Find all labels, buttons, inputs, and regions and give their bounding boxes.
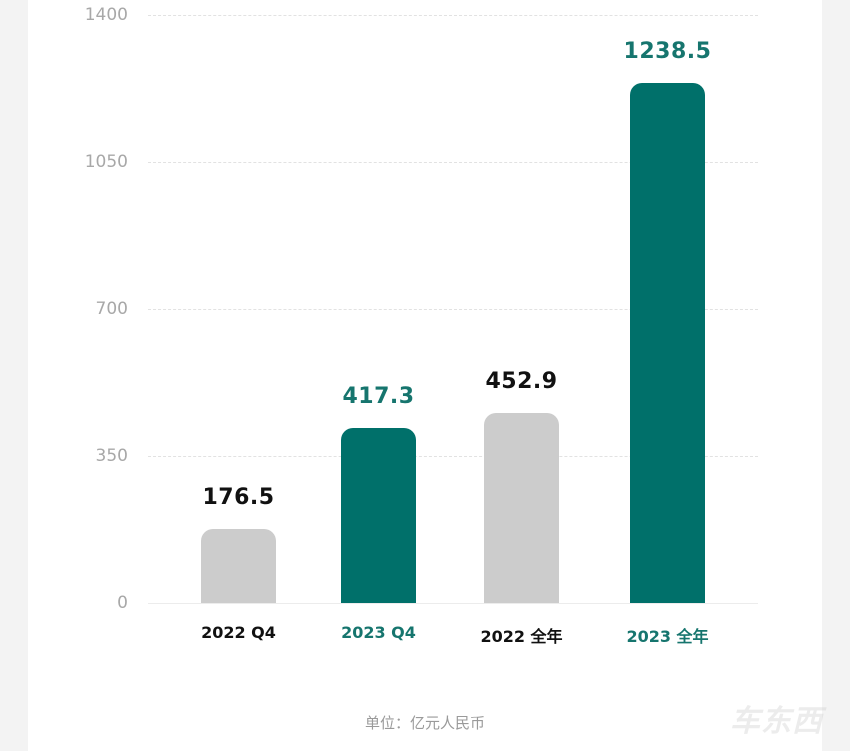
bar — [341, 427, 416, 603]
x-axis-category-label: 2022 Q4 — [201, 623, 276, 642]
bar-value-label: 417.3 — [342, 383, 415, 409]
unit-caption: 单位：亿元人民币 — [364, 714, 485, 732]
bar — [630, 82, 705, 603]
x-axis-category-label: 2023 全年 — [626, 627, 709, 646]
y-axis-tick-label: 350 — [95, 446, 128, 466]
y-axis-tick-label: 0 — [117, 593, 128, 613]
gridline — [148, 15, 758, 16]
bar-value-label: 176.5 — [202, 484, 275, 510]
bar — [201, 528, 276, 603]
gridline — [148, 456, 758, 457]
bar-value-label: 452.9 — [485, 368, 558, 394]
bar-value-label: 1238.5 — [623, 38, 712, 64]
bar — [484, 412, 559, 603]
y-axis-tick-label: 1050 — [84, 152, 128, 172]
gridline — [148, 309, 758, 310]
y-axis-tick-label: 700 — [95, 299, 128, 319]
watermark-logo: 车东西 — [730, 704, 823, 739]
x-axis-category-label: 2023 Q4 — [341, 623, 416, 642]
gridline — [148, 162, 758, 163]
y-axis-tick-label: 1400 — [84, 5, 128, 25]
x-axis-baseline — [148, 603, 758, 604]
x-axis-category-label: 2022 全年 — [480, 627, 563, 646]
